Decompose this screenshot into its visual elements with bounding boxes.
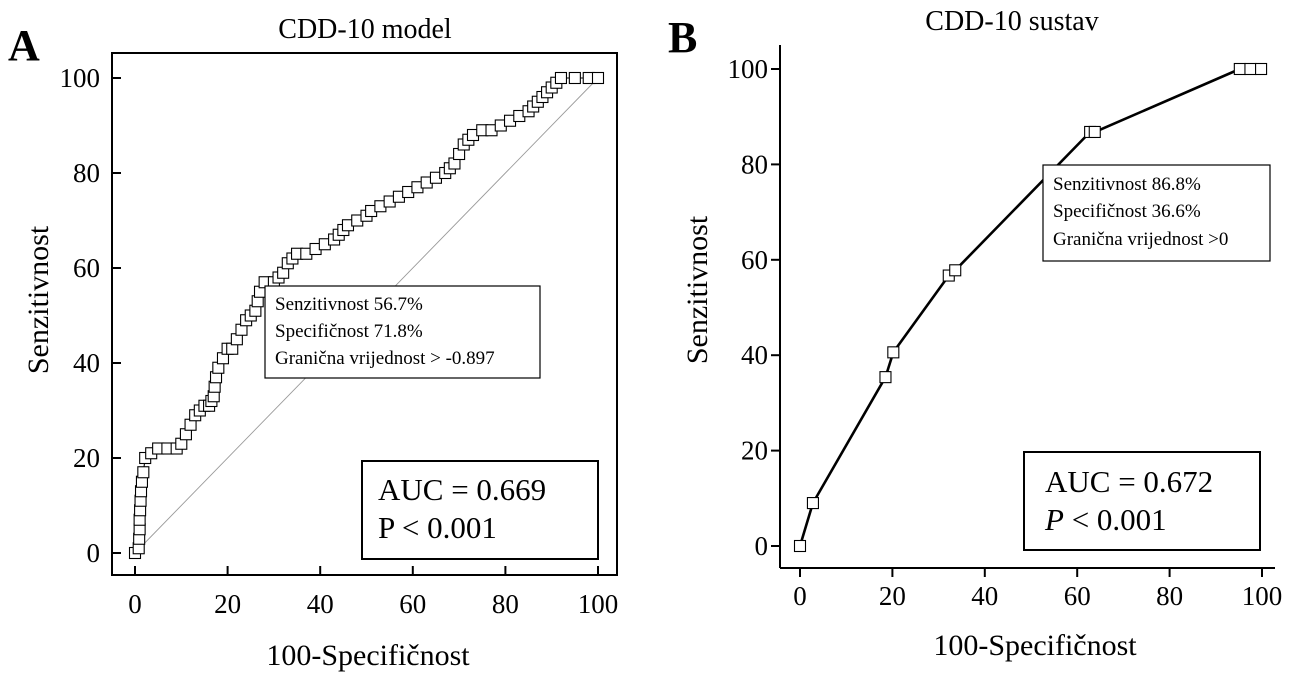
panel-a-xtick-label: 100 [578, 589, 619, 619]
panel-a-xtick-label: 80 [492, 589, 519, 619]
panel-b-ytick-label: 80 [741, 149, 768, 179]
panel-a-letter: A [8, 21, 40, 70]
panel-a-xtick-label: 40 [307, 589, 334, 619]
panel-a: A CDD-10 model 0 20 40 60 80 100020406080100 … [8, 14, 618, 672]
panel-b-annotation-cutoff: Granična vrijednost >0 [1053, 229, 1228, 250]
panel-b-xtick-label: 20 [879, 581, 906, 611]
panel-b-annotation-box: Senzitivnost 86.8% Specifičnost 36.6% Gr… [1042, 164, 1271, 262]
panel-a-annotation-sens: Senzitivnost 56.7% [275, 294, 423, 315]
panel-a-annotation-box: Senzitivnost 56.7% Specifičnost 71.8% Gr… [264, 285, 541, 379]
panel-b-ytick-label: 60 [741, 245, 768, 275]
panel-a-ytick-label: 0 [87, 538, 101, 568]
panel-b-ytick-label: 20 [741, 436, 768, 466]
panel-a-roc-point [591, 71, 605, 85]
panel-a-ytick-label: 60 [73, 253, 100, 283]
panel-b-title: CDD-10 sustav [925, 6, 1098, 37]
panel-b-ylabel: Senzitivnost [681, 215, 714, 364]
panel-b-plot-area: 0 20 40 60 80 100 0 20 40 60 80 100 [728, 45, 1283, 611]
panel-b-annotation-spec: Specifičnost 36.6% [1053, 201, 1201, 222]
panel-a-plot-area: 0 20 40 60 80 100 0 20 40 60 80 100 [60, 52, 619, 619]
panel-b-roc-point [1244, 62, 1257, 76]
panel-a-pvalue: P < 0.001 [378, 510, 497, 545]
panel-b-pvalue: P < 0.001 [1044, 502, 1167, 537]
panel-a-roc-point [554, 71, 568, 85]
panel-a-ytick-label: 100 [60, 63, 101, 93]
panel-b-annotation-sens: Senzitivnost 86.8% [1053, 174, 1201, 195]
panel-b-letter: B [668, 13, 697, 62]
panel-b-ytick-label: 100 [728, 54, 769, 84]
panel-b-xtick-label: 0 [793, 581, 807, 611]
panel-a-roc-point [137, 466, 150, 479]
panel-a-annotation-spec: Specifičnost 71.8% [275, 321, 423, 342]
panel-a-xtick-label: 20 [214, 589, 241, 619]
panel-b-xtick-label: 60 [1064, 581, 1091, 611]
panel-a-ytick-label: 20 [73, 443, 100, 473]
panel-a-stats-box: AUC = 0.669 P < 0.001 [361, 460, 599, 560]
panel-b-xtick-label: 100 [1242, 581, 1283, 611]
panel-b-roc-point [949, 264, 962, 277]
panel-b-roc-point [887, 346, 900, 359]
panel-b-roc-point [1255, 62, 1268, 76]
panel-b-roc-point [806, 497, 819, 510]
panel-a-ytick-label: 40 [73, 348, 100, 378]
panel-a-xtick-label: 60 [399, 589, 426, 619]
panel-a-title: CDD-10 model [278, 14, 452, 45]
panel-b-stats-box: AUC = 0.672 P < 0.001 [1023, 451, 1261, 551]
panel-b-ytick-label: 0 [755, 531, 769, 561]
panel-b-roc-point [879, 371, 892, 384]
panel-b-roc-point [1233, 62, 1246, 76]
panel-a-annotation-cutoff: Granična vrijednost > -0.897 [275, 348, 495, 369]
panel-a-ytick-label: 80 [73, 158, 100, 188]
panel-b-xlabel: 100-Specifičnost [933, 629, 1137, 662]
panel-a-roc-point [568, 71, 581, 85]
panel-b-xtick-label: 80 [1156, 581, 1183, 611]
panel-b-roc-point [793, 539, 807, 553]
panel-a-xtick-label: 0 [128, 589, 142, 619]
panel-a-xlabel: 100-Specifičnost [266, 639, 470, 672]
panel-b: B CDD-10 sustav 0 20 40 60 80 100 0 20 40 60 80 100… [668, 6, 1282, 662]
panel-b-pvalue-label: P [1044, 502, 1064, 537]
panel-a-frame [111, 52, 618, 576]
panel-b-pvalue-rest: < 0.001 [1064, 502, 1167, 537]
panel-b-roc-point [1088, 125, 1101, 139]
panel-a-auc: AUC = 0.669 [378, 472, 546, 507]
panel-a-ylabel: Senzitivnost [22, 225, 55, 374]
panel-b-xtick-label: 40 [971, 581, 998, 611]
panel-b-ytick-label: 40 [741, 340, 768, 370]
panel-b-auc: AUC = 0.672 [1045, 464, 1213, 499]
